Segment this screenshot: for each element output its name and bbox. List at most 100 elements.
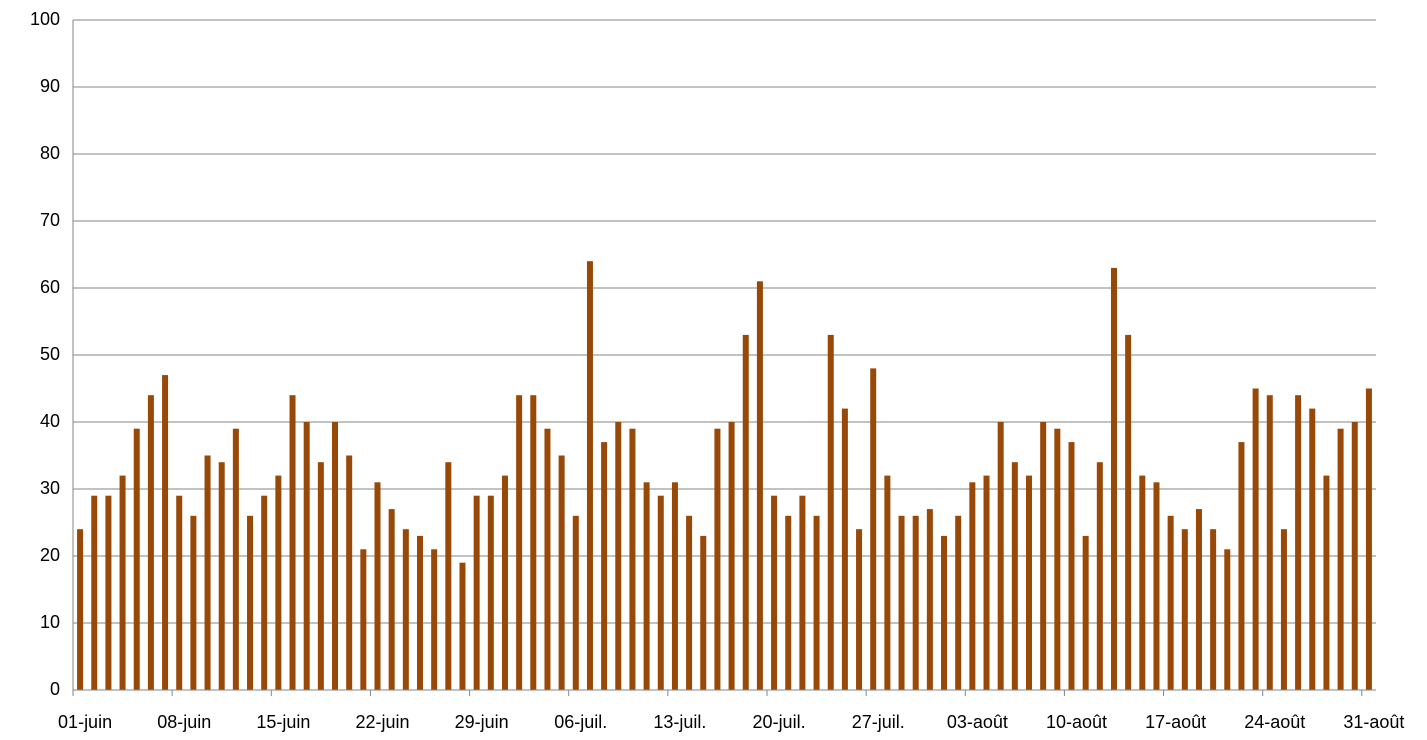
bar xyxy=(969,482,976,690)
bar xyxy=(544,428,551,690)
bar xyxy=(501,475,508,690)
y-tick-label: 20 xyxy=(40,545,60,565)
bar xyxy=(204,455,211,690)
bar xyxy=(841,408,848,690)
x-tick-label: 15-juin xyxy=(256,712,310,732)
bar xyxy=(1351,422,1358,690)
y-tick-label: 0 xyxy=(50,679,60,699)
bar xyxy=(445,462,452,690)
x-tick-label: 17-août xyxy=(1145,712,1206,732)
bar xyxy=(487,495,494,690)
bar xyxy=(1224,549,1231,690)
bar xyxy=(1210,529,1217,690)
bar xyxy=(275,475,282,690)
x-tick-label: 06-juil. xyxy=(554,712,607,732)
x-tick-label: 08-juin xyxy=(157,712,211,732)
bar xyxy=(983,475,990,690)
bar xyxy=(232,428,239,690)
x-tick-label: 22-juin xyxy=(355,712,409,732)
y-tick-label: 10 xyxy=(40,612,60,632)
bar xyxy=(1082,535,1089,690)
bar xyxy=(261,495,268,690)
bar xyxy=(431,549,438,690)
y-tick-label: 80 xyxy=(40,143,60,163)
bar xyxy=(1181,529,1188,690)
bar xyxy=(1125,334,1132,690)
bar xyxy=(176,495,183,690)
bar xyxy=(1054,428,1061,690)
bar xyxy=(1337,428,1344,690)
bar xyxy=(416,535,423,690)
bar xyxy=(77,529,84,690)
bar xyxy=(289,395,296,690)
bar xyxy=(332,422,339,690)
x-tick-label: 01-juin xyxy=(58,712,112,732)
bar xyxy=(374,482,381,690)
bar xyxy=(402,529,409,690)
bar xyxy=(162,375,169,690)
bar xyxy=(771,495,778,690)
bar xyxy=(247,515,254,690)
bar xyxy=(997,422,1004,690)
bar xyxy=(898,515,905,690)
bar xyxy=(671,482,678,690)
bar xyxy=(459,562,466,690)
bar xyxy=(686,515,693,690)
bar xyxy=(1153,482,1160,690)
bar xyxy=(105,495,112,690)
bar xyxy=(1167,515,1174,690)
bar xyxy=(1280,529,1287,690)
bar xyxy=(147,395,154,690)
bar xyxy=(1295,395,1302,690)
bar xyxy=(870,368,877,690)
bar xyxy=(1040,422,1047,690)
bar xyxy=(586,261,593,690)
bar xyxy=(728,422,735,690)
bar xyxy=(346,455,353,690)
bar xyxy=(119,475,126,690)
bar xyxy=(615,422,622,690)
bar xyxy=(955,515,962,690)
bar xyxy=(941,535,948,690)
x-tick-label: 20-juil. xyxy=(753,712,806,732)
x-tick-label: 27-juil. xyxy=(852,712,905,732)
bar xyxy=(629,428,636,690)
bar xyxy=(1365,388,1372,690)
y-tick-label: 30 xyxy=(40,478,60,498)
y-tick-label: 50 xyxy=(40,344,60,364)
bar xyxy=(1011,462,1018,690)
y-tick-label: 40 xyxy=(40,411,60,431)
bar xyxy=(190,515,197,690)
bar xyxy=(714,428,721,690)
y-tick-label: 90 xyxy=(40,76,60,96)
y-tick-label: 60 xyxy=(40,277,60,297)
bar xyxy=(473,495,480,690)
bar xyxy=(827,334,834,690)
x-tick-label: 24-août xyxy=(1244,712,1305,732)
bar xyxy=(1195,509,1202,690)
bar xyxy=(1309,408,1316,690)
y-tick-label: 70 xyxy=(40,210,60,230)
bar xyxy=(643,482,650,690)
x-tick-label: 13-juil. xyxy=(653,712,706,732)
x-tick-label: 10-août xyxy=(1046,712,1107,732)
bar xyxy=(388,509,395,690)
bar xyxy=(1110,267,1117,690)
bar xyxy=(700,535,707,690)
bar xyxy=(799,495,806,690)
bar xyxy=(1238,442,1245,690)
bar xyxy=(1096,462,1103,690)
bar xyxy=(756,281,763,690)
bar xyxy=(218,462,225,690)
bar xyxy=(742,334,749,690)
x-tick-label: 31-août xyxy=(1343,712,1404,732)
bar xyxy=(926,509,933,690)
y-tick-label: 100 xyxy=(30,9,60,29)
bar xyxy=(601,442,608,690)
bar xyxy=(317,462,324,690)
bar xyxy=(516,395,523,690)
bar xyxy=(657,495,664,690)
bar xyxy=(1323,475,1330,690)
bar xyxy=(856,529,863,690)
